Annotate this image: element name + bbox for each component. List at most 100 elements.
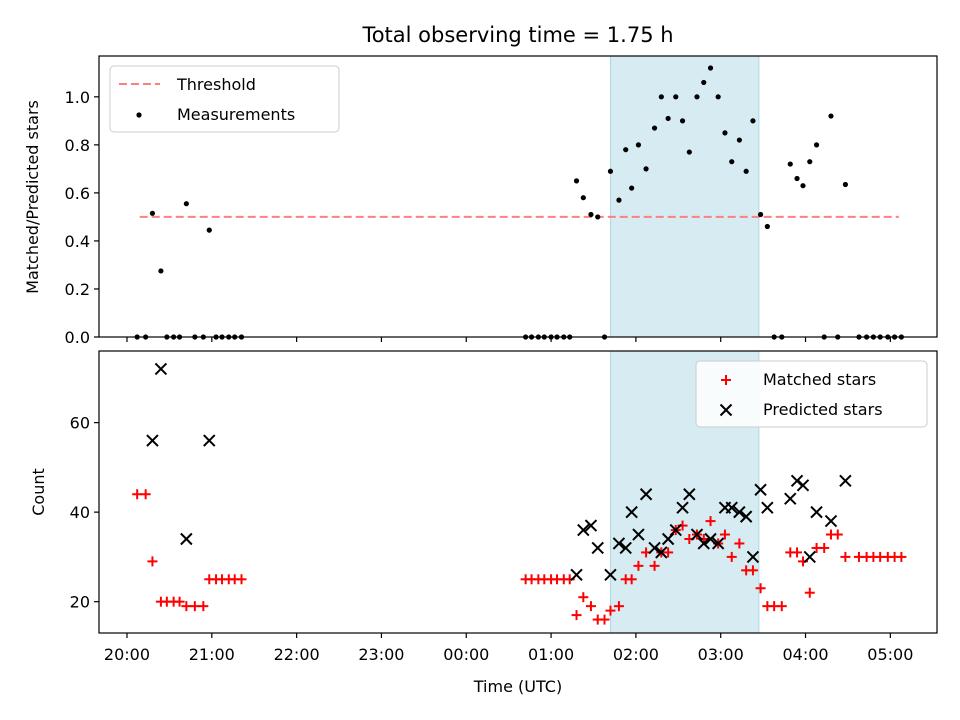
measurement-point bbox=[701, 79, 707, 86]
matched-stars-point bbox=[804, 587, 815, 598]
ratio-y-tick-label: 0.6 bbox=[65, 184, 90, 203]
x-tick-label: 21:00 bbox=[189, 645, 235, 664]
matched-stars-point bbox=[896, 551, 907, 562]
measurement-point bbox=[807, 159, 813, 165]
predicted-stars-point bbox=[796, 479, 810, 492]
predicted-stars-legend-label: Predicted stars bbox=[763, 400, 883, 419]
measurement-point bbox=[707, 65, 714, 71]
measurement-point bbox=[794, 175, 800, 182]
measurement-point bbox=[842, 181, 848, 188]
measurement-point bbox=[665, 115, 671, 122]
measurement-point bbox=[158, 268, 164, 274]
predicted-stars-point bbox=[632, 528, 645, 541]
x-tick-label: 03:00 bbox=[698, 645, 744, 664]
predicted-stars-point bbox=[803, 550, 816, 564]
measurement-point bbox=[686, 149, 692, 155]
predicted-stars-point bbox=[839, 474, 852, 488]
matched-stars-point bbox=[719, 529, 730, 540]
matched-stars-point bbox=[599, 614, 610, 625]
x-axis-label: Time (UTC) bbox=[473, 677, 562, 696]
bottom-legend: Matched stars Predicted stars bbox=[695, 360, 928, 428]
ratio-observing-span bbox=[609, 55, 760, 338]
measurement-point bbox=[729, 159, 735, 165]
measurement-point bbox=[764, 223, 770, 230]
predicted-stars-point bbox=[591, 541, 604, 555]
predicted-stars-point bbox=[655, 546, 668, 559]
ratio-y-tick-label: 0.8 bbox=[65, 136, 90, 155]
x-tick-label: 02:00 bbox=[613, 645, 659, 664]
measurement-point bbox=[743, 168, 749, 174]
x-tick-label: 00:00 bbox=[443, 645, 489, 664]
count-y-tick-label: 40 bbox=[70, 503, 90, 522]
predicted-stars-point bbox=[733, 505, 746, 519]
measurement-point bbox=[787, 161, 793, 167]
predicted-stars-point bbox=[704, 532, 717, 546]
measurement-point bbox=[183, 201, 189, 207]
measurement-point bbox=[206, 227, 212, 233]
predicted-stars-point bbox=[746, 550, 760, 564]
matched-stars-legend-label: Matched stars bbox=[763, 370, 876, 389]
matched-stars-point bbox=[747, 565, 758, 576]
measurement-point bbox=[757, 211, 764, 218]
ratio-y-tick-label: 0.2 bbox=[65, 280, 90, 299]
predicted-stars-legend-marker bbox=[719, 403, 733, 417]
x-tick-label: 20:00 bbox=[104, 645, 150, 664]
measurement-point bbox=[149, 210, 156, 216]
matched-stars-point bbox=[585, 601, 596, 612]
measurement-point bbox=[588, 211, 594, 218]
threshold-legend-label: Threshold bbox=[176, 75, 256, 94]
ratio-series-1 bbox=[134, 65, 904, 340]
matched-stars-point bbox=[571, 610, 582, 621]
measurements-legend-label: Measurements bbox=[177, 105, 295, 124]
measurement-point bbox=[694, 94, 700, 100]
top-y-axis-label: Matched/Predicted stars bbox=[23, 100, 42, 294]
top-legend-box bbox=[109, 65, 340, 133]
measurement-point bbox=[623, 147, 629, 153]
matched-stars-point bbox=[189, 601, 200, 612]
predicted-stars-point bbox=[577, 523, 590, 537]
matched-stars-point bbox=[578, 592, 589, 603]
x-tick-label: 01:00 bbox=[528, 645, 574, 664]
measurement-point bbox=[658, 94, 664, 100]
measurement-point bbox=[679, 118, 686, 124]
predicted-stars-point bbox=[711, 537, 725, 550]
ratio-y-tick-label: 0.0 bbox=[65, 328, 90, 347]
predicted-stars-point bbox=[203, 434, 216, 447]
matched-stars-point bbox=[613, 601, 624, 612]
predicted-stars-point bbox=[570, 568, 583, 582]
count-series-1 bbox=[132, 489, 907, 625]
matched-stars-point bbox=[832, 529, 843, 540]
predicted-stars-point bbox=[612, 537, 626, 550]
predicted-stars-point bbox=[690, 528, 704, 541]
measurement-point bbox=[715, 94, 721, 100]
matched-stars-point bbox=[181, 601, 192, 612]
count-y-tick-label: 60 bbox=[70, 414, 90, 433]
matched-stars-point bbox=[663, 547, 674, 558]
measurement-point bbox=[573, 178, 580, 184]
measurement-point bbox=[607, 168, 614, 174]
measurement-point bbox=[800, 183, 806, 189]
predicted-stars-point bbox=[604, 568, 617, 582]
count-y-tick-label: 20 bbox=[70, 593, 90, 612]
matched-stars-point bbox=[705, 516, 716, 527]
matched-stars-point bbox=[755, 583, 766, 594]
measurement-point bbox=[580, 195, 586, 201]
bottom-legend-box bbox=[695, 360, 928, 428]
ratio-axes-frame bbox=[98, 55, 938, 338]
measurements-legend-marker bbox=[136, 112, 142, 118]
predicted-stars-point bbox=[784, 492, 797, 505]
predicted-stars-point bbox=[146, 434, 159, 447]
measurement-point bbox=[813, 142, 820, 148]
measurement-point bbox=[616, 197, 622, 203]
predicted-stars-point bbox=[761, 501, 774, 514]
measurement-point bbox=[722, 130, 728, 136]
matched-stars-point bbox=[649, 560, 660, 571]
predicted-stars-point bbox=[180, 532, 193, 546]
matched-stars-point bbox=[776, 601, 787, 612]
predicted-stars-point bbox=[824, 514, 838, 528]
matched-stars-point bbox=[236, 574, 247, 585]
predicted-stars-point bbox=[676, 501, 689, 514]
predicted-stars-point bbox=[639, 488, 653, 501]
measurement-point bbox=[750, 118, 756, 124]
predicted-stars-point bbox=[619, 541, 632, 555]
